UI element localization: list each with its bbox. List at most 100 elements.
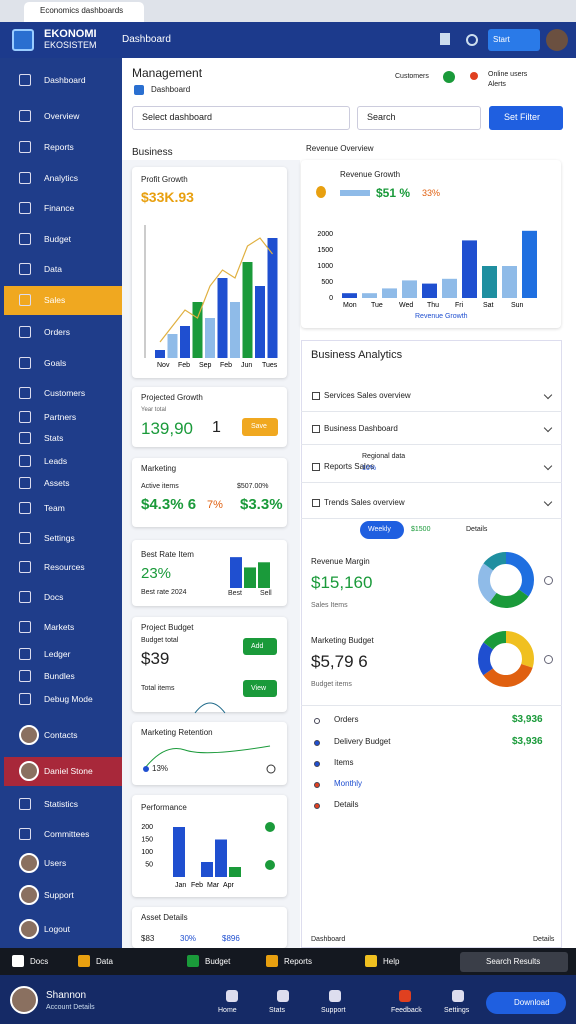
select[interactable]: [132, 106, 350, 130]
card-value: $51 %: [376, 186, 411, 200]
start-label[interactable]: Start: [493, 35, 510, 44]
nav-item[interactable]: Feedback: [391, 1007, 422, 1014]
nav-item[interactable]: Settings: [444, 1007, 470, 1014]
list-label[interactable]: Items: [334, 758, 354, 767]
sidebar-icon: [19, 357, 31, 369]
sidebar: [0, 58, 122, 948]
bottom-search-text[interactable]: Search Results: [486, 957, 541, 966]
sidebar-item[interactable]: Docs: [44, 592, 64, 602]
sidebar-icon: [19, 885, 39, 905]
download-button[interactable]: [486, 992, 566, 1014]
sidebar-item[interactable]: Orders: [44, 327, 70, 337]
search[interactable]: [357, 106, 481, 130]
sidebar-item[interactable]: Partners: [44, 412, 77, 422]
sidebar-item[interactable]: Customers: [44, 388, 86, 398]
accordion-row[interactable]: Business Dashboard: [324, 424, 398, 433]
start-button[interactable]: [488, 29, 540, 51]
sidebar-item[interactable]: Daniel Stone: [44, 766, 93, 776]
sidebar-icon: [19, 455, 31, 467]
sidebar-item[interactable]: Markets: [44, 622, 75, 632]
bar-item[interactable]: Docs: [30, 957, 49, 966]
bar: [422, 283, 437, 298]
sidebar-item[interactable]: Resources: [44, 562, 85, 572]
save-button[interactable]: [242, 418, 278, 436]
sidebar-item[interactable]: Reports: [44, 142, 74, 152]
sidebar-item[interactable]: Finance: [44, 203, 75, 213]
sidebar-item[interactable]: Goals: [44, 358, 67, 368]
sidebar-item[interactable]: Analytics: [44, 173, 79, 183]
accordion-row[interactable]: Services Sales overview: [324, 391, 411, 400]
card-value: 139,90: [141, 419, 193, 438]
sidebar-item[interactable]: Committees: [44, 829, 90, 839]
add-button[interactable]: [243, 638, 277, 655]
sidebar-item[interactable]: Leads: [44, 456, 68, 466]
dot: [265, 822, 275, 832]
sidebar-item[interactable]: Users: [44, 858, 67, 868]
bottom-search[interactable]: [460, 952, 568, 972]
nav-item[interactable]: Home: [218, 1007, 237, 1014]
sidebar-item[interactable]: Contacts: [44, 730, 78, 740]
sidebar-item[interactable]: Data: [44, 264, 62, 274]
list-label[interactable]: Delivery Budget: [334, 737, 391, 746]
nav-item[interactable]: Support: [321, 1007, 346, 1014]
bar-item[interactable]: Help: [383, 957, 400, 966]
card-label: Best: [228, 590, 243, 597]
sidebar-item[interactable]: Stats: [44, 433, 64, 443]
button-label[interactable]: Save: [251, 423, 267, 430]
sidebar-item[interactable]: Sales: [44, 295, 66, 305]
tab-title: Economics dashboards: [40, 6, 124, 15]
pill-label[interactable]: Weekly: [368, 526, 391, 533]
sidebar-item[interactable]: Settings: [44, 533, 75, 543]
sidebar-item[interactable]: Assets: [44, 478, 70, 488]
accordion-row[interactable]: Reports Sales: [324, 462, 375, 471]
list-label[interactable]: Details: [334, 800, 359, 809]
card-sub: Year total: [141, 407, 167, 413]
sidebar-icon: [19, 591, 31, 603]
accordion-row[interactable]: Trends Sales overview: [324, 498, 405, 507]
mini-chart: [478, 552, 534, 608]
sidebar-item[interactable]: Budget: [44, 234, 71, 244]
pill[interactable]: [360, 521, 404, 539]
sidebar-icon: [19, 798, 31, 810]
sidebar-item[interactable]: Logout: [44, 924, 70, 934]
sidebar-item[interactable]: Debug Mode: [44, 694, 93, 704]
sidebar-icon: [19, 141, 31, 153]
row-icon: [312, 463, 320, 471]
bar-item[interactable]: Reports: [284, 957, 313, 966]
bar-item[interactable]: Data: [96, 957, 113, 966]
bar-icon: [12, 955, 24, 967]
button-label[interactable]: View: [251, 685, 267, 692]
bar: [217, 278, 228, 358]
checkbox-label: Dashboard: [151, 85, 191, 94]
sidebar-item[interactable]: Dashboard: [44, 75, 86, 85]
user-stat: Alerts: [488, 81, 506, 88]
button-label[interactable]: Add: [251, 643, 264, 650]
sidebar-item[interactable]: Team: [44, 503, 65, 513]
sidebar-item[interactable]: Support: [44, 890, 74, 900]
y-tick-label: 100: [141, 849, 153, 856]
bar: [230, 557, 242, 588]
select-text[interactable]: Select dashboard: [142, 112, 213, 122]
filter-button[interactable]: [489, 106, 563, 130]
x-tick-label: Sat: [483, 302, 494, 309]
download-label[interactable]: Download: [514, 998, 550, 1007]
bar-item[interactable]: Budget: [205, 957, 231, 966]
sidebar-item[interactable]: Overview: [44, 111, 80, 121]
donut-segment: [478, 631, 534, 687]
x-tick-label: Feb: [178, 362, 190, 369]
search-text[interactable]: Search: [367, 112, 396, 122]
list-label[interactable]: Monthly: [334, 779, 363, 788]
mini-chart: [478, 631, 534, 687]
list-value: $3,936: [512, 736, 543, 747]
list-label[interactable]: Orders: [334, 715, 359, 724]
bar: [215, 839, 227, 877]
filter-label[interactable]: Set Filter: [504, 112, 541, 122]
sidebar-item[interactable]: Ledger: [44, 649, 71, 659]
x-tick-label: Jan: [175, 882, 186, 889]
sidebar-item[interactable]: Statistics: [44, 799, 79, 809]
sidebar-item[interactable]: Bundles: [44, 671, 75, 681]
view-button[interactable]: [243, 680, 277, 697]
nav-item[interactable]: Stats: [269, 1007, 285, 1014]
header-title: Dashboard: [122, 34, 171, 45]
donut-dot: [544, 655, 553, 664]
